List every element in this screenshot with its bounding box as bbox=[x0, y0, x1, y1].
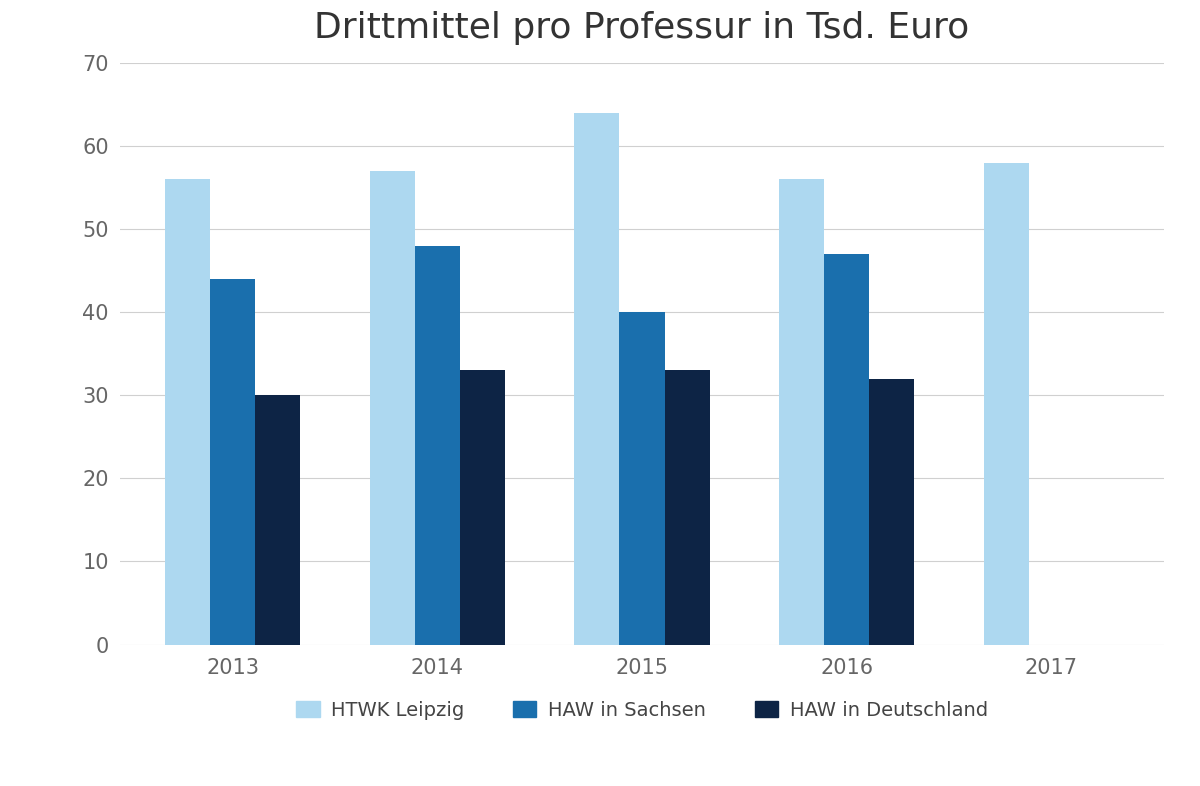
Bar bbox=[166, 179, 210, 645]
Bar bbox=[824, 254, 869, 645]
Bar bbox=[370, 171, 415, 645]
Bar bbox=[256, 395, 300, 645]
Bar bbox=[575, 112, 619, 645]
Bar bbox=[460, 370, 505, 645]
Bar bbox=[984, 163, 1028, 645]
Bar bbox=[210, 279, 256, 645]
Bar bbox=[415, 246, 460, 645]
Bar bbox=[779, 179, 824, 645]
Title: Drittmittel pro Professur in Tsd. Euro: Drittmittel pro Professur in Tsd. Euro bbox=[314, 11, 970, 45]
Legend: HTWK Leipzig, HAW in Sachsen, HAW in Deutschland: HTWK Leipzig, HAW in Sachsen, HAW in Deu… bbox=[288, 693, 996, 728]
Bar bbox=[869, 379, 914, 645]
Bar bbox=[665, 370, 709, 645]
Bar bbox=[619, 312, 665, 645]
